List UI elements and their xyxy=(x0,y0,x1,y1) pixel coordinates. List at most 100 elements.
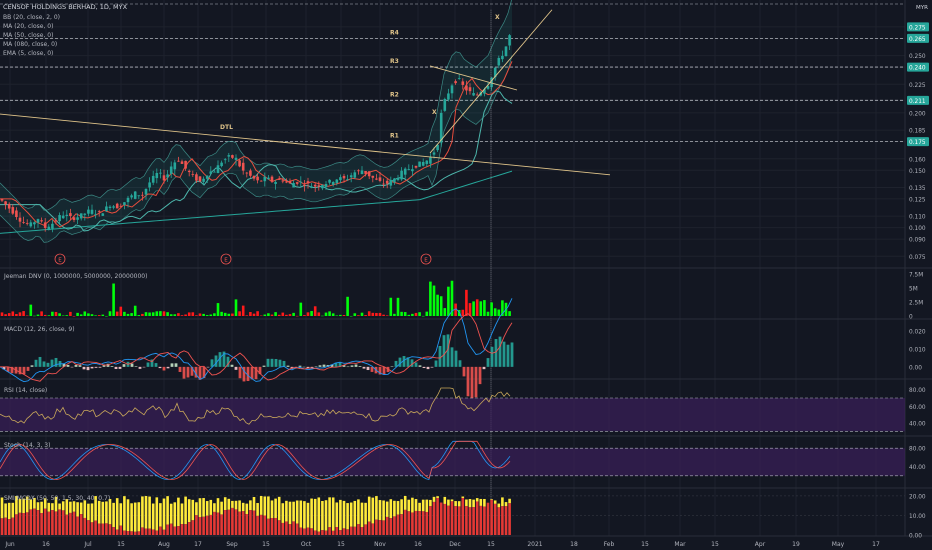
ascending-trendline xyxy=(429,9,553,154)
macd-histogram-bar xyxy=(66,364,70,367)
macd-histogram-bar xyxy=(434,360,438,367)
macd-histogram-bar xyxy=(342,365,346,367)
macd-histogram-bar xyxy=(214,355,218,367)
descending-trendline xyxy=(0,113,611,176)
smi-yellow-bar xyxy=(382,500,385,521)
volume-bar xyxy=(137,315,141,316)
candle-body xyxy=(249,170,252,176)
candle-body xyxy=(238,160,241,167)
macd-histogram-bar xyxy=(134,366,138,367)
candle-body xyxy=(270,176,274,182)
smi-red-bar xyxy=(33,508,36,535)
candle-body xyxy=(220,162,223,167)
smi-yellow-bar xyxy=(94,496,97,521)
volume-bar xyxy=(267,313,270,316)
smi-yellow-bar xyxy=(267,496,270,519)
candle-body xyxy=(184,160,187,169)
macd-histogram-bar xyxy=(482,366,486,370)
smi-red-bar xyxy=(11,517,15,535)
smi-yellow-bar xyxy=(119,503,123,526)
smi-yellow-bar xyxy=(58,503,61,510)
x-tick-label: 15 xyxy=(117,541,125,548)
price-badge xyxy=(907,95,929,105)
smi-yellow-bar xyxy=(25,496,29,513)
smi-yellow-bar xyxy=(346,503,349,530)
smi-red-bar xyxy=(65,514,69,535)
stoch-panel[interactable] xyxy=(0,440,905,480)
volume-bar xyxy=(389,297,393,316)
smi-yellow-bar xyxy=(364,502,367,525)
candle-body xyxy=(151,175,155,183)
smi-yellow-bar xyxy=(303,501,306,529)
earnings-marker-label: E xyxy=(58,258,62,264)
macd-histogram-bar xyxy=(130,363,134,367)
smi-yellow-bar xyxy=(375,496,378,520)
smi-red-bar xyxy=(241,511,245,535)
candle-body xyxy=(396,177,400,180)
rsi-panel[interactable] xyxy=(0,387,905,432)
smi-red-bar xyxy=(191,520,195,535)
candle-body xyxy=(4,201,7,205)
volume-tick-label: 0 xyxy=(909,315,913,321)
smi-red-bar xyxy=(4,517,7,535)
candle-body xyxy=(15,210,18,218)
x-tick-label: 15 xyxy=(262,541,270,548)
candle-body xyxy=(382,183,385,185)
smi-red-bar xyxy=(418,511,421,535)
macd-histogram-bar xyxy=(18,366,22,375)
smi-red-bar xyxy=(256,515,259,535)
smi-yellow-bar xyxy=(231,500,234,508)
macd-histogram-bar xyxy=(466,366,470,397)
smi-yellow-bar xyxy=(411,497,414,513)
macd-panel[interactable] xyxy=(0,298,514,399)
x-tick-label: 15 xyxy=(641,541,649,548)
earnings-marker-label: E xyxy=(424,258,428,264)
candle-body xyxy=(87,209,90,214)
candle-body xyxy=(133,191,137,199)
price-badge xyxy=(907,33,929,43)
candle-body xyxy=(137,195,141,197)
price-badge xyxy=(907,62,929,72)
macd-histogram-bar xyxy=(222,351,226,367)
smi-red-bar xyxy=(29,509,33,535)
smi-yellow-bar xyxy=(40,501,43,514)
smi-panel[interactable] xyxy=(0,495,905,535)
candle-body xyxy=(58,215,61,222)
price-panel[interactable]: R4 R3 R2 R1 DTL X X E E E xyxy=(0,0,905,536)
volume-bar xyxy=(508,311,511,316)
volume-bar xyxy=(375,312,378,316)
candle-body xyxy=(173,162,177,170)
earnings-marker-label: E xyxy=(224,258,228,264)
smi-yellow-bar xyxy=(123,496,126,531)
volume-bar xyxy=(263,314,267,316)
volume-bar xyxy=(234,299,238,316)
smi-yellow-bar xyxy=(447,499,450,506)
smi-red-bar xyxy=(51,510,54,535)
volume-bar xyxy=(51,311,54,316)
smi-yellow-bar xyxy=(274,498,277,518)
smi-yellow-bar xyxy=(11,502,15,518)
smi-yellow-bar xyxy=(18,498,22,513)
panel-backgrounds xyxy=(0,0,932,537)
smi-yellow-bar xyxy=(389,499,393,519)
smi-red-bar xyxy=(342,528,346,535)
smi-red-bar xyxy=(321,530,324,535)
smi-red-bar xyxy=(346,529,349,535)
volume-bar xyxy=(274,312,277,316)
smi-yellow-bar xyxy=(436,496,439,498)
smi-red-bar xyxy=(76,516,79,535)
legend-ma50: MA (50, close, 0) xyxy=(3,32,53,39)
smi-red-bar xyxy=(285,521,288,535)
smi-red-bar xyxy=(259,514,263,535)
smi-yellow-bar xyxy=(223,497,227,511)
smi-red-bar xyxy=(223,510,227,535)
volume-bar xyxy=(414,312,418,316)
smi-yellow-bar xyxy=(205,501,209,516)
smi-yellow-bar xyxy=(169,503,173,524)
smi-yellow-bar xyxy=(159,503,162,527)
macd-histogram-bar xyxy=(266,358,270,367)
smi-tick-label: 20.00 xyxy=(909,494,926,500)
macd-histogram-bar xyxy=(430,366,434,368)
smi-red-bar xyxy=(159,526,162,535)
